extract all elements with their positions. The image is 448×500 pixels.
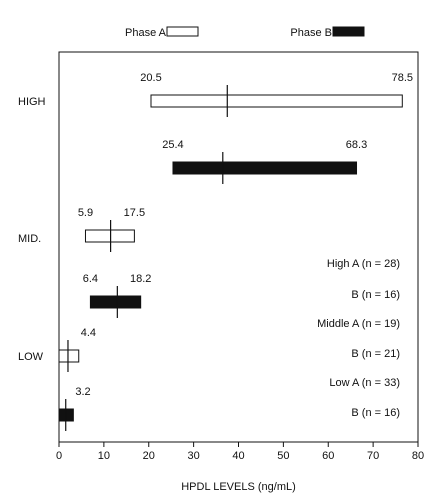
group-label: LOW	[18, 351, 44, 363]
group-label: MID.	[18, 233, 41, 245]
x-tick-label: 0	[56, 450, 62, 462]
x-tick-label: 50	[277, 450, 289, 462]
range-bar	[150, 94, 403, 108]
legend-label: Phase B	[290, 27, 332, 39]
sample-size-annotation: Middle A (n = 19)	[317, 318, 400, 330]
group-label: HIGH	[18, 96, 46, 108]
min-value-label: 20.5	[140, 72, 161, 84]
min-value-label: 5.9	[78, 207, 93, 219]
max-value-label: 4.4	[81, 327, 96, 339]
max-value-label: 3.2	[75, 386, 90, 398]
max-value-label: 78.5	[392, 72, 413, 84]
legend-swatch	[332, 26, 365, 37]
max-value-label: 68.3	[346, 139, 367, 151]
x-tick-label: 60	[322, 450, 334, 462]
range-bar	[172, 161, 358, 175]
max-value-label: 18.2	[130, 273, 151, 285]
min-value-label: 25.4	[162, 139, 183, 151]
range-bar	[84, 229, 135, 243]
sample-size-annotation: B (n = 16)	[351, 289, 400, 301]
sample-size-annotation: B (n = 16)	[351, 407, 400, 419]
x-tick-label: 10	[98, 450, 110, 462]
x-tick-label: 80	[412, 450, 424, 462]
max-value-label: 17.5	[124, 207, 145, 219]
sample-size-annotation: Low A (n = 33)	[329, 377, 400, 389]
x-tick-label: 20	[143, 450, 155, 462]
x-tick-label: 30	[188, 450, 200, 462]
legend-swatch	[166, 26, 199, 37]
x-tick-label: 40	[232, 450, 244, 462]
range-bar	[89, 295, 142, 309]
legend-label: Phase A	[125, 27, 167, 39]
x-tick-label: 70	[367, 450, 379, 462]
sample-size-annotation: B (n = 21)	[351, 348, 400, 360]
min-value-label: 6.4	[83, 273, 98, 285]
x-axis-title: HPDL LEVELS (ng/mL)	[181, 481, 296, 493]
sample-size-annotation: High A (n = 28)	[327, 258, 400, 270]
range-bar	[58, 349, 80, 363]
